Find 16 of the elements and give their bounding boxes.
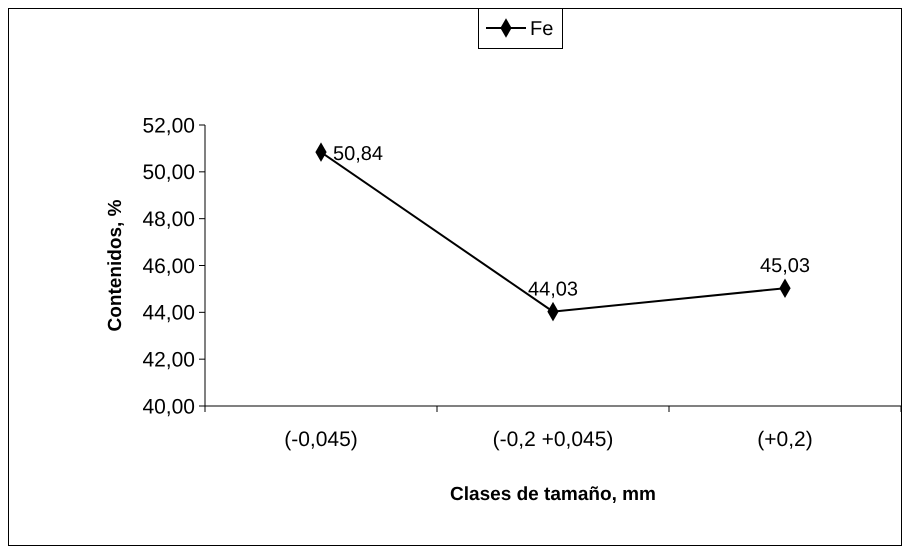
y-tick-label: 48,00 [142,208,195,232]
data-label: 50,84 [333,143,384,166]
y-tick-label: 42,00 [142,348,195,372]
y-axis-title: Contenidos, % [105,199,126,332]
y-tick-label: 44,00 [142,302,195,325]
x-tick-label: (+0,2) [757,428,813,451]
y-tick-label: 46,00 [142,254,195,278]
x-axis-title: Clases de tamaño, mm [450,484,656,505]
y-tick-label: 40,00 [142,395,195,418]
data-label: 44,03 [528,278,578,301]
data-label: 45,03 [760,255,810,278]
y-tick-label: 52,00 [142,114,195,138]
legend-label: Fe [530,18,554,40]
x-tick-label: (-0,045) [284,428,358,451]
y-tick-label: 50,00 [142,161,195,184]
x-tick-label: (-0,2 +0,045) [492,428,614,451]
